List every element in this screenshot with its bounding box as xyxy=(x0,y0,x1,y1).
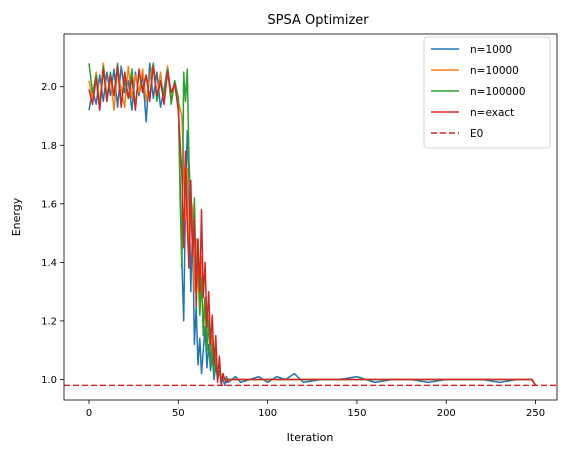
series-layer xyxy=(88,62,537,387)
x-tick-label: 150 xyxy=(347,408,366,419)
x-tick-label: 200 xyxy=(437,408,456,419)
x-tick-label: 50 xyxy=(172,408,185,419)
y-tick-label: 1.2 xyxy=(41,316,57,327)
y-tick-label: 1.4 xyxy=(41,258,57,269)
plot-area-frame xyxy=(63,33,558,401)
y-axis: 1.0 1.2 1.4 1.6 1.8 2.0 xyxy=(41,82,64,386)
legend: n=1000 n=10000 n=100000 n=exact E0 xyxy=(423,36,551,149)
y-tick-label: 1.8 xyxy=(41,141,57,152)
legend-entry-label: n=10000 xyxy=(470,65,519,77)
y-tick-label: 1.0 xyxy=(41,375,57,386)
x-tick-label: 0 xyxy=(86,408,92,419)
chart-title: SPSA Optimizer xyxy=(267,13,369,28)
legend-entry-label: n=100000 xyxy=(470,86,526,98)
legend-frame xyxy=(423,36,551,149)
legend-entry-label: n=1000 xyxy=(470,44,512,56)
y-axis-label: Energy xyxy=(10,197,23,236)
x-axis: 0 50 100 150 200 250 xyxy=(86,400,545,419)
x-axis-label: Iteration xyxy=(287,431,334,444)
series-line-n-exact xyxy=(88,65,537,387)
y-tick-label: 2.0 xyxy=(41,82,57,93)
legend-entry-label: E0 xyxy=(470,128,483,140)
x-tick-label: 100 xyxy=(258,408,277,419)
x-tick-label: 250 xyxy=(526,408,545,419)
legend-entry-label: n=exact xyxy=(470,107,514,119)
y-tick-label: 1.6 xyxy=(41,199,57,210)
